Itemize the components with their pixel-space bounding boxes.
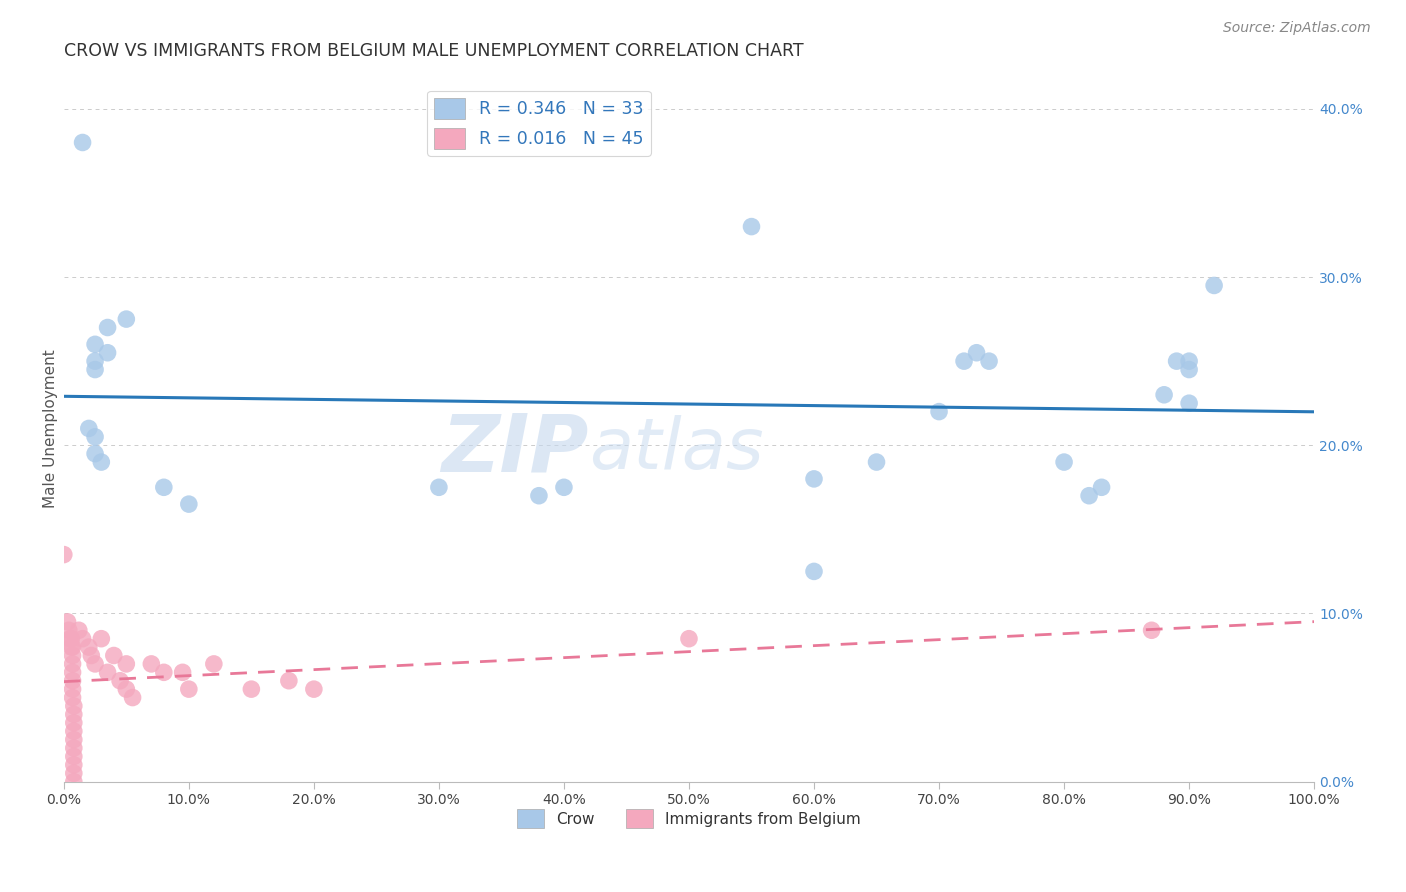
Point: [84, 362, 107, 376]
Point: [108, 673, 131, 688]
Point: [62, 665, 84, 680]
Point: [63, 749, 86, 764]
Point: [527, 489, 550, 503]
Point: [62, 690, 84, 705]
Point: [80, 648, 103, 663]
Text: CROW VS IMMIGRANTS FROM BELGIUM MALE UNEMPLOYMENT CORRELATION CHART: CROW VS IMMIGRANTS FROM BELGIUM MALE UNE…: [63, 42, 803, 60]
Point: [84, 430, 107, 444]
Point: [84, 354, 107, 368]
Point: [1078, 489, 1101, 503]
Legend: Crow, Immigrants from Belgium: Crow, Immigrants from Belgium: [510, 803, 868, 834]
Point: [865, 455, 887, 469]
Point: [84, 657, 107, 671]
Point: [115, 312, 138, 326]
Text: atlas: atlas: [589, 415, 763, 484]
Point: [678, 632, 700, 646]
Point: [153, 665, 176, 680]
Point: [1178, 362, 1201, 376]
Text: Source: ZipAtlas.com: Source: ZipAtlas.com: [1223, 21, 1371, 35]
Point: [52, 548, 75, 562]
Point: [72, 632, 94, 646]
Point: [240, 682, 263, 697]
Point: [62, 648, 84, 663]
Point: [966, 345, 988, 359]
Point: [62, 682, 84, 697]
Point: [63, 724, 86, 739]
Point: [177, 497, 200, 511]
Point: [97, 320, 120, 334]
Point: [67, 624, 90, 638]
Point: [63, 698, 86, 713]
Point: [59, 632, 82, 646]
Point: [97, 665, 120, 680]
Point: [153, 480, 176, 494]
Point: [141, 657, 163, 671]
Point: [62, 640, 84, 654]
Point: [63, 757, 86, 772]
Point: [1178, 396, 1201, 410]
Point: [115, 682, 138, 697]
Point: [62, 673, 84, 688]
Point: [77, 421, 100, 435]
Point: [56, 615, 79, 629]
Point: [121, 690, 143, 705]
Point: [1053, 455, 1076, 469]
Point: [60, 632, 83, 646]
Point: [103, 648, 125, 663]
Point: [63, 715, 86, 730]
Point: [740, 219, 762, 234]
Point: [803, 472, 825, 486]
Point: [72, 136, 94, 150]
Point: [172, 665, 194, 680]
Point: [63, 741, 86, 756]
Point: [302, 682, 325, 697]
Y-axis label: Male Unemployment: Male Unemployment: [44, 349, 58, 508]
Point: [977, 354, 1000, 368]
Point: [202, 657, 225, 671]
Point: [58, 624, 80, 638]
Point: [77, 640, 100, 654]
Point: [62, 657, 84, 671]
Point: [63, 732, 86, 747]
Point: [63, 707, 86, 722]
Point: [84, 447, 107, 461]
Point: [1153, 388, 1175, 402]
Point: [84, 337, 107, 351]
Point: [1166, 354, 1188, 368]
Point: [553, 480, 575, 494]
Point: [115, 657, 138, 671]
Point: [1140, 624, 1163, 638]
Point: [277, 673, 299, 688]
Point: [60, 640, 83, 654]
Point: [928, 404, 950, 418]
Point: [1178, 354, 1201, 368]
Point: [63, 766, 86, 780]
Point: [1090, 480, 1112, 494]
Point: [177, 682, 200, 697]
Point: [63, 774, 86, 789]
Point: [97, 345, 120, 359]
Point: [427, 480, 450, 494]
Text: ZIP: ZIP: [441, 410, 589, 489]
Point: [803, 565, 825, 579]
Point: [1204, 278, 1226, 293]
Point: [90, 632, 112, 646]
Point: [953, 354, 976, 368]
Point: [90, 455, 112, 469]
